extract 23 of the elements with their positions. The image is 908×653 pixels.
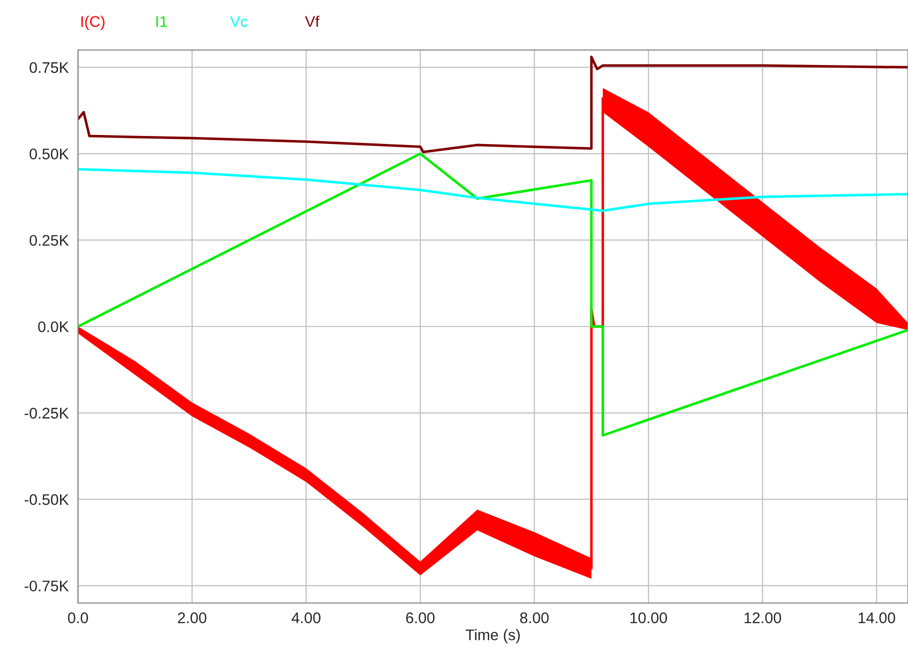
line-series: [78, 152, 908, 437]
y-tick-label: -0.50K: [24, 494, 69, 505]
text: I1: [156, 16, 167, 27]
text: I(C): [81, 16, 105, 30]
x-tick-label: 2.00: [178, 612, 206, 624]
y-tick-label: 0.50K: [30, 148, 69, 160]
y-tick-label: 0.25K: [30, 234, 69, 246]
x-tick-label: 6.00: [406, 612, 435, 624]
x-tick-label: 14.00: [858, 612, 896, 624]
y-tick-label: -0.25K: [24, 408, 69, 419]
y-tick-label: -0.75K: [24, 580, 69, 592]
x-tick-label: 4.00: [292, 612, 320, 624]
line-series: [78, 56, 908, 154]
x-tick-label: 8.00: [520, 612, 549, 624]
x-tick-label: 12.00: [744, 612, 782, 624]
x-axis-title: Time (s): [466, 629, 520, 644]
y-tick-label: 0.75K: [30, 62, 69, 73]
text: Vc: [230, 16, 248, 27]
y-tick-label: 0.0K: [38, 321, 69, 332]
x-tick-label: 10.00: [630, 612, 667, 624]
line-series: [78, 168, 908, 212]
x-tick-label: 0.0: [68, 612, 88, 624]
text: Vf: [305, 16, 320, 27]
